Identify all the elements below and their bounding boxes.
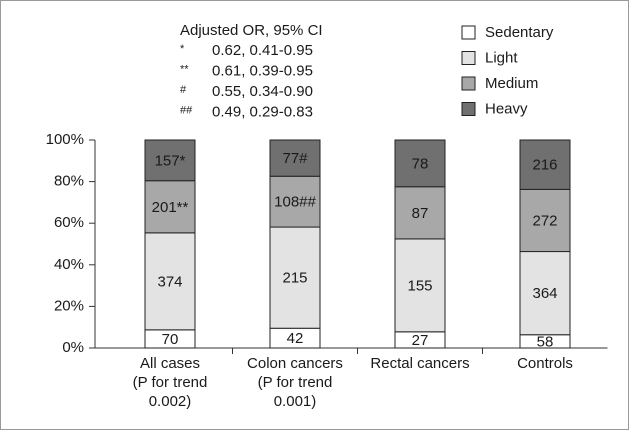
value-label: 364 <box>532 285 557 302</box>
value-label: 155 <box>407 277 432 294</box>
value-label: 108## <box>274 194 316 211</box>
bar-segment <box>519 139 571 190</box>
y-tick-label: 100% <box>46 131 84 148</box>
annotation-title: Adjusted OR, 95% CI <box>180 22 323 39</box>
y-tick-label: 20% <box>54 297 84 314</box>
y-tick-label: 0% <box>62 339 84 356</box>
value-label: 58 <box>537 333 554 350</box>
value-label: 201** <box>152 199 189 216</box>
value-label: 272 <box>532 212 557 229</box>
legend-label: Light <box>485 49 518 66</box>
annotation-marker: # <box>180 84 187 96</box>
x-tick-label: 0.002) <box>149 393 192 410</box>
legend-swatch <box>461 102 476 116</box>
annotation-text: 0.62, 0.41-0.95 <box>212 42 313 59</box>
value-label: 87 <box>412 205 429 222</box>
legend-swatch <box>461 76 476 91</box>
x-tick-label: Controls <box>517 355 573 372</box>
bar-segment <box>269 139 321 177</box>
legend-swatch <box>461 25 476 40</box>
legend-swatch <box>461 51 476 65</box>
y-tick-label: 60% <box>54 214 84 231</box>
annotation-marker: ## <box>180 104 193 116</box>
value-label: 27 <box>412 332 429 349</box>
legend-label: Heavy <box>485 100 528 117</box>
y-tick-label: 80% <box>54 173 84 190</box>
value-label: 70 <box>162 331 179 348</box>
legend-label: Medium <box>485 75 538 92</box>
bar-segment <box>144 180 196 234</box>
value-label: 216 <box>532 157 557 174</box>
annotation-text: 0.49, 0.29-0.83 <box>212 103 313 120</box>
annotation-marker: ** <box>180 63 189 75</box>
x-tick-label: (P for trend <box>258 374 333 391</box>
annotation-marker: * <box>180 43 185 55</box>
x-tick-label: 0.001) <box>274 393 317 410</box>
value-label: 42 <box>287 330 304 347</box>
bar-segment <box>269 226 321 329</box>
annotation-text: 0.61, 0.39-0.95 <box>212 62 313 79</box>
value-label: 157* <box>155 152 186 169</box>
bar-segment <box>394 186 446 240</box>
value-label: 78 <box>412 155 429 172</box>
bar-segment <box>144 232 196 331</box>
value-label: 374 <box>157 273 182 290</box>
annotation-text: 0.55, 0.34-0.90 <box>212 83 313 100</box>
bar-segment <box>144 139 196 182</box>
value-label: 215 <box>282 270 307 287</box>
legend-label: Sedentary <box>485 24 554 41</box>
x-tick-label: Rectal cancers <box>370 355 469 372</box>
bar-segment <box>394 139 446 188</box>
bar-segment <box>394 238 446 333</box>
bar-segment <box>269 175 321 228</box>
x-tick-label: (P for trend <box>133 374 208 391</box>
x-tick-label: Colon cancers <box>247 355 343 372</box>
value-label: 77# <box>282 150 308 167</box>
x-tick-label: All cases <box>140 355 200 372</box>
y-tick-label: 40% <box>54 256 84 273</box>
